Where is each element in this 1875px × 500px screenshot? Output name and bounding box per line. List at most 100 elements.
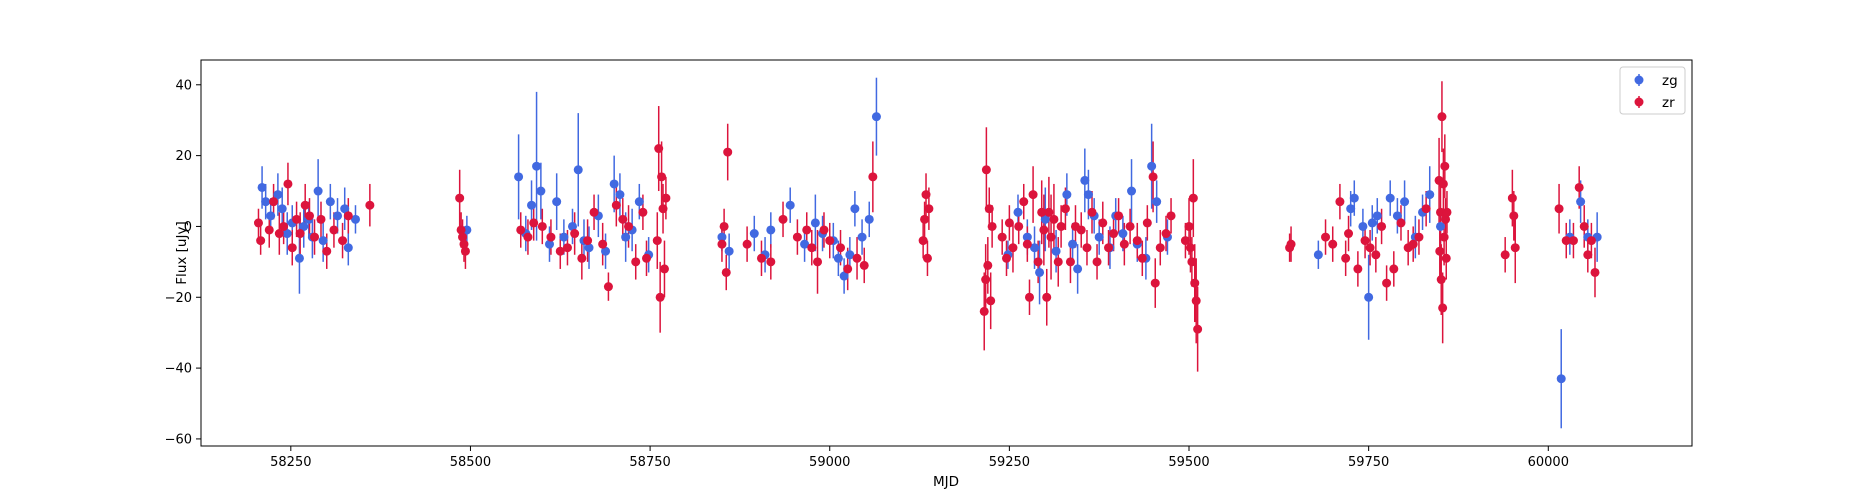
- zr-point: [1042, 292, 1052, 302]
- zr-point: [1132, 236, 1142, 246]
- zg-point: [845, 250, 855, 260]
- zr-point: [455, 193, 465, 203]
- zr-point: [1408, 239, 1418, 249]
- zr-point: [1507, 193, 1517, 203]
- zr-point: [1039, 225, 1049, 235]
- zr-point: [1142, 218, 1152, 228]
- zr-point: [264, 225, 274, 235]
- zr-point: [456, 225, 466, 235]
- zr-point: [283, 179, 293, 189]
- y-tick-label: −20: [165, 291, 192, 306]
- zr-point: [1001, 253, 1011, 263]
- zr-point: [1440, 161, 1450, 171]
- zr-point: [1377, 221, 1387, 231]
- zg-point: [318, 236, 328, 246]
- zr-point: [1092, 257, 1102, 267]
- zr-point: [1509, 211, 1519, 221]
- zg-point: [724, 246, 734, 256]
- zr-point: [1065, 257, 1075, 267]
- zg-point: [1400, 197, 1410, 207]
- zr-point: [1574, 182, 1584, 192]
- zr-point: [1114, 211, 1124, 221]
- zr-point: [555, 246, 565, 256]
- zr-point: [1098, 218, 1108, 228]
- zr-point: [1590, 267, 1600, 277]
- zg-point: [1094, 232, 1104, 242]
- x-tick-label: 58500: [450, 455, 491, 470]
- zg-point: [282, 229, 292, 239]
- zr-point: [1191, 296, 1201, 306]
- zr-point: [338, 236, 348, 246]
- zr-point: [1190, 278, 1200, 288]
- y-tick-label: 20: [175, 149, 192, 164]
- zr-point: [766, 257, 776, 267]
- x-tick-label: 60000: [1528, 455, 1569, 470]
- zr-point: [1076, 225, 1086, 235]
- zr-point: [1586, 236, 1596, 246]
- zg-point: [1083, 190, 1093, 200]
- x-axis-label: MJD: [933, 474, 959, 490]
- zg-point: [1118, 229, 1128, 239]
- zg-point: [325, 197, 335, 207]
- zg-point: [833, 253, 843, 263]
- zr-point: [1353, 264, 1363, 274]
- zr-point: [305, 211, 315, 221]
- zr-point: [1438, 179, 1448, 189]
- zr-point: [868, 172, 878, 182]
- zr-point: [658, 204, 668, 214]
- zr-point: [253, 218, 263, 228]
- zr-point: [792, 232, 802, 242]
- zg-point: [1062, 190, 1072, 200]
- zr-point: [1019, 197, 1029, 207]
- zr-point: [983, 260, 993, 270]
- zr-point: [562, 243, 572, 253]
- zr-point: [1008, 243, 1018, 253]
- zg-point: [294, 253, 304, 263]
- zr-point: [642, 253, 652, 263]
- zr-point: [1185, 243, 1195, 253]
- zr-point: [921, 190, 931, 200]
- zr-point: [843, 264, 853, 274]
- zg-legend-marker: [1634, 75, 1644, 85]
- zr-point: [1049, 214, 1059, 224]
- zr-point: [1155, 243, 1165, 253]
- zr-point: [631, 257, 641, 267]
- zr-point: [1286, 239, 1296, 249]
- x-tick-label: 59500: [1168, 455, 1209, 470]
- zr-point: [1421, 204, 1431, 214]
- zr-point: [721, 267, 731, 277]
- zr-point: [1389, 264, 1399, 274]
- zr-point: [1125, 221, 1135, 231]
- zg-point: [343, 243, 353, 253]
- x-tick-label: 59250: [989, 455, 1030, 470]
- zr-point: [1438, 303, 1448, 313]
- zr-point: [1439, 232, 1449, 242]
- zg-point: [1127, 186, 1137, 196]
- zr-point: [1137, 253, 1147, 263]
- zr-point: [802, 225, 812, 235]
- zg-point: [621, 232, 631, 242]
- zg-point: [810, 218, 820, 228]
- zr-point: [1087, 207, 1097, 217]
- zg-point: [1346, 204, 1356, 214]
- zg-point: [785, 200, 795, 210]
- zr-point: [1104, 243, 1114, 253]
- zg-point: [1367, 218, 1377, 228]
- zr-point: [1188, 193, 1198, 203]
- zr-point: [1119, 239, 1129, 249]
- zr-point: [460, 246, 470, 256]
- zr-point: [624, 221, 634, 231]
- zr-point: [1014, 221, 1024, 231]
- zr-point: [1060, 204, 1070, 214]
- zr-point: [1371, 250, 1381, 260]
- zr-point: [719, 221, 729, 231]
- y-tick-label: −40: [165, 362, 192, 377]
- zr-point: [1437, 112, 1447, 122]
- zr-point: [269, 197, 279, 207]
- x-tick-label: 58750: [629, 455, 670, 470]
- zg-point: [1425, 190, 1435, 200]
- zr-point: [986, 296, 996, 306]
- zg-point: [313, 186, 323, 196]
- zg-point: [527, 200, 537, 210]
- zr-point: [979, 306, 989, 316]
